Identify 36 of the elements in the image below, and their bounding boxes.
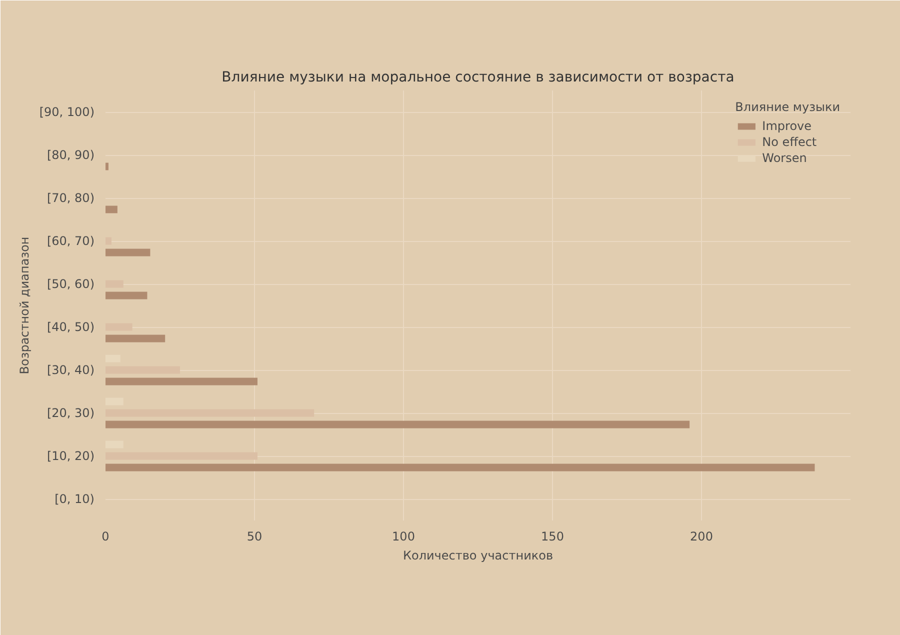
y-tick-label: [30, 40) <box>46 363 94 377</box>
legend-title: Влияние музыки <box>735 100 840 114</box>
x-tick-label: 50 <box>246 530 262 544</box>
y-tick-label: [40, 50) <box>46 320 94 334</box>
y-tick-label: [20, 30) <box>46 406 94 420</box>
bar <box>106 378 258 386</box>
chart-title: Влияние музыки на моральное состояние в зависимости от возраста <box>222 70 734 86</box>
legend-label: Improve <box>762 119 812 133</box>
bar <box>106 162 108 170</box>
bar <box>106 292 148 300</box>
y-tick-label: [50, 60) <box>46 277 94 291</box>
bar <box>106 280 124 288</box>
bar <box>106 366 180 374</box>
bar <box>106 237 112 245</box>
legend-label: Worsen <box>762 151 807 165</box>
bar <box>106 409 314 417</box>
y-tick-label: [60, 70) <box>46 234 94 248</box>
bar <box>106 248 150 256</box>
x-tick-label: 100 <box>392 530 415 544</box>
y-tick-label: [10, 20) <box>46 449 94 463</box>
bar <box>106 420 690 428</box>
bar <box>106 464 815 472</box>
y-tick-label: [80, 90) <box>46 148 94 162</box>
y-tick-label: [0, 10) <box>54 492 95 506</box>
bar <box>106 206 118 214</box>
y-axis-title: Возрастной диапазон <box>17 236 32 374</box>
bar <box>106 334 166 342</box>
y-tick-label: [70, 80) <box>46 191 94 205</box>
legend-label: No effect <box>762 135 817 149</box>
bar <box>106 452 258 460</box>
y-tick-label: [90, 100) <box>39 105 95 119</box>
x-tick-label: 150 <box>541 530 564 544</box>
x-axis-title: Количество участников <box>402 548 554 562</box>
x-tick-label: 200 <box>690 530 713 544</box>
bar <box>106 323 132 331</box>
x-tick-label: 0 <box>102 530 110 544</box>
